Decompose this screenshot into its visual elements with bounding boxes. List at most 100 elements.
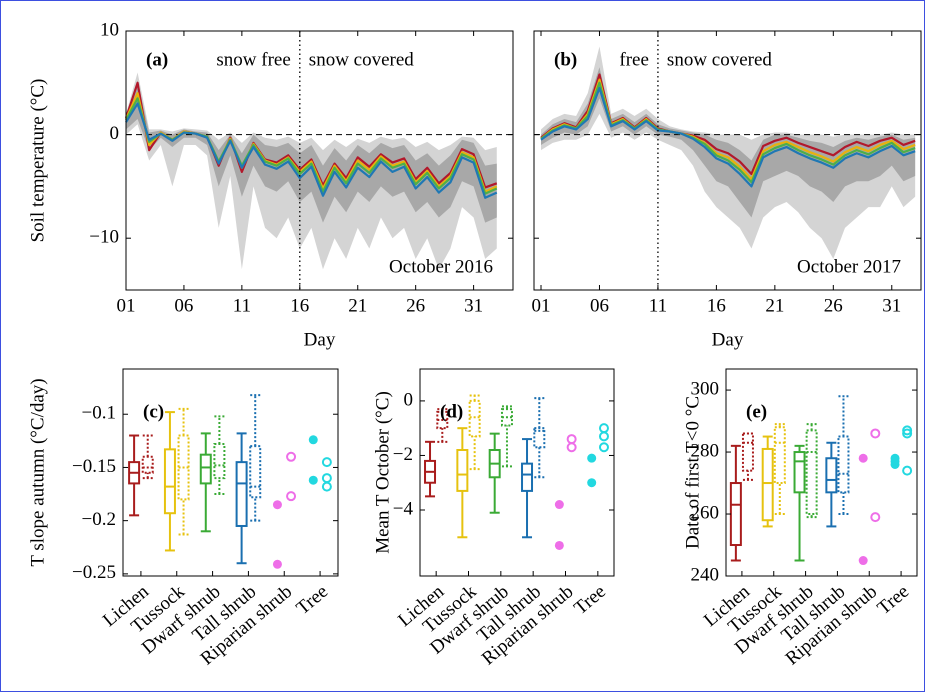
plot-frame bbox=[122, 368, 339, 577]
box bbox=[533, 427, 546, 449]
y-tick-label: 260 bbox=[691, 502, 720, 523]
point bbox=[286, 491, 297, 502]
x-tick-label: 31 bbox=[464, 295, 483, 316]
y-tick-label: 10 bbox=[100, 19, 119, 40]
range-band bbox=[541, 67, 916, 218]
box bbox=[805, 429, 818, 516]
x-tick-label: 16 bbox=[290, 295, 309, 316]
annotation: free bbox=[619, 49, 649, 70]
annotation: snow free bbox=[216, 49, 290, 70]
box bbox=[729, 482, 742, 547]
box bbox=[741, 432, 754, 472]
x-tick-label: 21 bbox=[348, 295, 367, 316]
box bbox=[761, 447, 774, 522]
y-tick-label: −4 bbox=[393, 498, 414, 519]
plot-frame bbox=[125, 30, 514, 291]
y-tick-label: 280 bbox=[691, 440, 720, 461]
y-tick-label: −0.2 bbox=[82, 509, 116, 530]
point bbox=[554, 500, 564, 510]
point bbox=[554, 540, 564, 550]
x-tick-label: 11 bbox=[233, 295, 251, 316]
plot-frame bbox=[533, 30, 922, 291]
y-tick-label: −0.25 bbox=[72, 562, 116, 583]
box bbox=[199, 453, 212, 485]
point bbox=[587, 478, 597, 488]
point bbox=[858, 453, 868, 463]
point bbox=[902, 428, 913, 439]
x-tick-label: Tree bbox=[292, 581, 332, 619]
x-tick-label: 31 bbox=[882, 295, 901, 316]
point bbox=[902, 425, 913, 436]
point bbox=[587, 453, 597, 463]
box bbox=[235, 461, 248, 527]
point bbox=[870, 428, 881, 439]
series-line bbox=[540, 86, 916, 188]
point bbox=[272, 559, 282, 569]
point bbox=[272, 500, 282, 510]
x-tick-label: 26 bbox=[824, 295, 843, 316]
point bbox=[566, 442, 577, 453]
annotation: October 2017 bbox=[797, 256, 901, 277]
point bbox=[902, 465, 913, 476]
x-tick-label: 06 bbox=[590, 295, 609, 316]
x-tick-label: 01 bbox=[117, 295, 136, 316]
panel-label: (c) bbox=[143, 401, 164, 422]
x-axis-label: Day bbox=[712, 329, 744, 350]
y-axis-label: T slope autumn (°C/day) bbox=[27, 378, 48, 566]
box bbox=[456, 449, 469, 492]
point bbox=[870, 512, 881, 523]
y-tick-label: −10 bbox=[89, 227, 119, 248]
box bbox=[837, 435, 850, 494]
point bbox=[598, 442, 609, 453]
x-tick-label: 16 bbox=[707, 295, 726, 316]
panel-label: (d) bbox=[440, 401, 463, 422]
x-tick-label: 26 bbox=[406, 295, 425, 316]
y-axis-label: Date of first T<0 °C bbox=[682, 396, 703, 549]
point bbox=[598, 431, 609, 442]
x-tick-label: 01 bbox=[532, 295, 551, 316]
box bbox=[468, 399, 481, 438]
x-tick-label: 06 bbox=[174, 295, 193, 316]
point bbox=[286, 451, 297, 462]
box bbox=[249, 445, 262, 499]
point bbox=[321, 481, 332, 492]
series-line bbox=[540, 81, 916, 184]
y-axis-label: Soil temperature (°C) bbox=[27, 79, 48, 243]
y-tick-label: −0.15 bbox=[72, 456, 116, 477]
x-tick-label: 21 bbox=[765, 295, 784, 316]
y-tick-label: 0 bbox=[404, 389, 414, 410]
x-axis-label: Day bbox=[304, 329, 336, 350]
panel-label: (a) bbox=[146, 49, 168, 70]
point bbox=[858, 556, 868, 566]
y-tick-label: 0 bbox=[110, 123, 120, 144]
y-tick-label: −0.1 bbox=[82, 403, 116, 424]
y-tick-label: 240 bbox=[691, 564, 720, 585]
box bbox=[521, 462, 534, 492]
y-tick-label: −2 bbox=[393, 444, 413, 465]
x-tick-label: Tree bbox=[873, 581, 913, 619]
series-line bbox=[125, 102, 498, 199]
point bbox=[321, 473, 332, 484]
annotation: snow covered bbox=[667, 49, 772, 70]
y-tick-label: 300 bbox=[691, 378, 720, 399]
panel-label: (e) bbox=[746, 401, 767, 422]
point bbox=[598, 423, 609, 434]
panel-label: (b) bbox=[554, 49, 577, 70]
y-axis-label: Mean T October (°C) bbox=[372, 391, 393, 554]
box bbox=[213, 443, 226, 480]
plot-frame bbox=[725, 368, 918, 577]
point bbox=[321, 457, 332, 468]
box bbox=[793, 451, 806, 494]
plot-frame bbox=[419, 368, 615, 577]
range-band bbox=[126, 80, 497, 223]
box bbox=[163, 448, 176, 515]
annotation: October 2016 bbox=[389, 256, 493, 277]
point bbox=[566, 434, 577, 445]
point bbox=[308, 435, 318, 445]
x-tick-label: Tree bbox=[570, 581, 610, 619]
point bbox=[308, 475, 318, 485]
annotation: snow covered bbox=[309, 49, 414, 70]
x-tick-label: 11 bbox=[649, 295, 667, 316]
